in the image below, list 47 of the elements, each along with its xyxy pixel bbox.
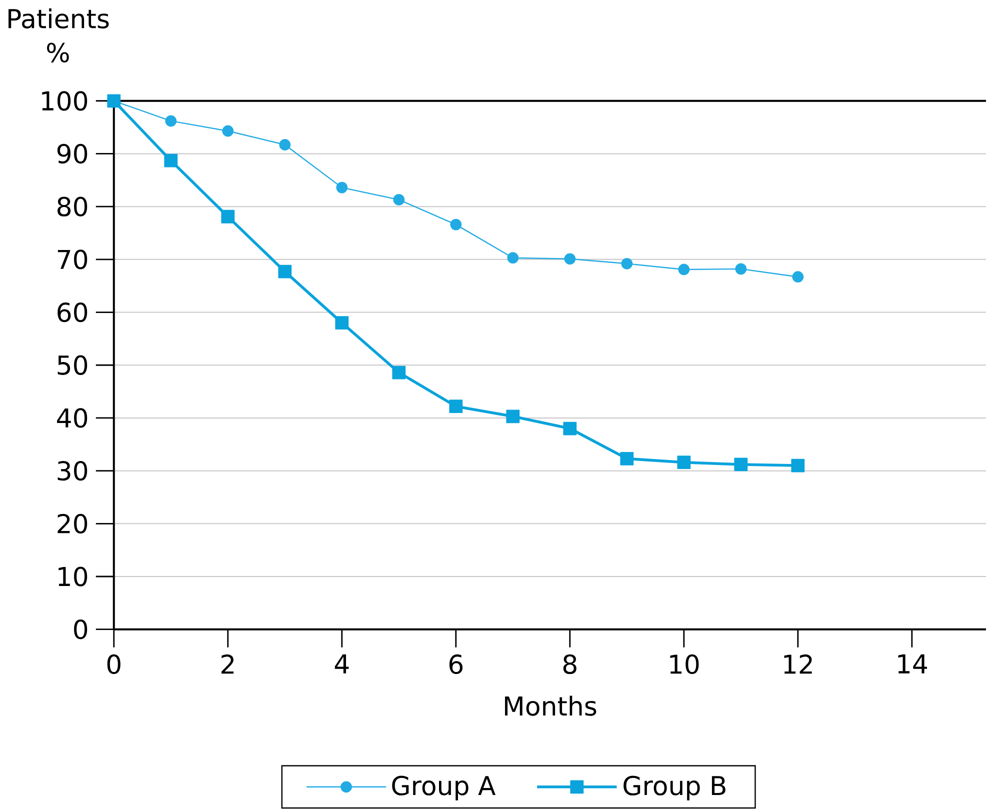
y-tick-label: 100 (42, 90, 88, 111)
point (336, 182, 348, 194)
x-axis-title: Months (505, 696, 596, 716)
point (677, 456, 691, 469)
point (563, 422, 577, 436)
y-tick-label: 70 (58, 250, 88, 270)
point (279, 138, 291, 150)
y-tick-label: 10 (58, 566, 88, 586)
point (164, 154, 178, 168)
point (507, 252, 519, 264)
point (735, 263, 747, 275)
point (791, 458, 805, 472)
point (222, 125, 234, 137)
point (620, 452, 634, 466)
y-tick-label: 50 (58, 355, 88, 375)
point (450, 218, 462, 230)
y-tick-label: 40 (57, 408, 88, 428)
point (165, 115, 177, 127)
x-tick-label: 0 (107, 654, 120, 674)
x-tick-label: 4 (334, 654, 349, 674)
y-tick-label: 90 (57, 144, 88, 164)
point (564, 253, 576, 265)
point (734, 458, 748, 472)
point (393, 194, 405, 206)
x-tick-label: 14 (898, 654, 927, 674)
point (621, 258, 633, 270)
x-tick-label: 2 (222, 654, 234, 674)
point (792, 271, 804, 282)
point (392, 366, 406, 380)
y-tick-label: 0 (74, 619, 88, 640)
y-tick-label: 80 (58, 196, 88, 216)
x-tick-label: 10 (670, 654, 699, 674)
point (221, 210, 235, 224)
legend-label: Group A (392, 776, 496, 800)
x-tick-label: 12 (784, 654, 812, 674)
point (335, 316, 349, 330)
y-tick-label: 20 (58, 514, 88, 534)
point (506, 410, 520, 423)
x-tick-label: 6 (449, 654, 463, 674)
y-tick-label: 30 (58, 460, 88, 481)
y-tick-label: 60 (58, 302, 88, 322)
point (678, 264, 690, 276)
y-axis-title: Patients % (8, 8, 109, 62)
legend-label: Group B (624, 776, 726, 800)
x-tick-label: 8 (563, 654, 576, 674)
point (278, 264, 292, 278)
point (449, 400, 463, 413)
